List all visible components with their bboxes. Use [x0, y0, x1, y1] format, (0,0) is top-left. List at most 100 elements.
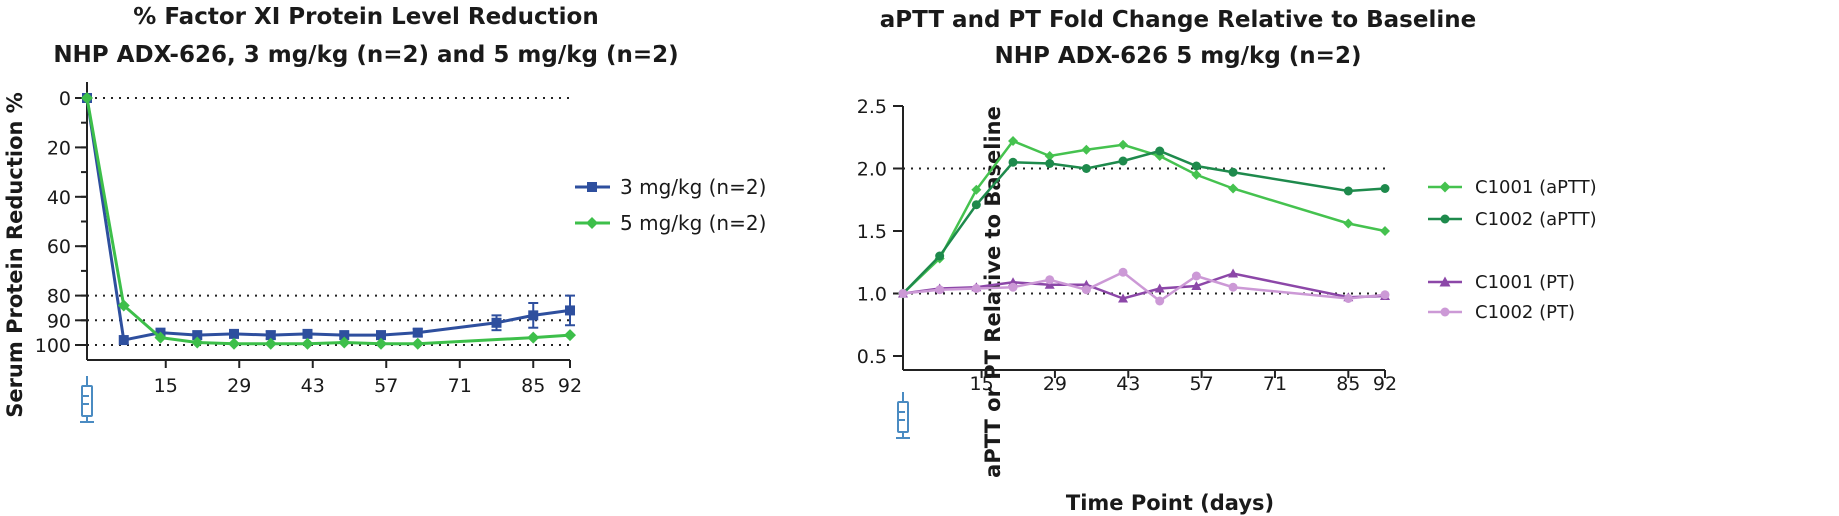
chart-left-ytick-label-1: 20: [47, 137, 71, 159]
chart-right-point-0: [1191, 169, 1202, 180]
chart-right-subtitle: NHP ADX-626 5 mg/kg (n=2): [995, 43, 1362, 69]
chart-left-legend-label-1: 5 mg/kg (n=2): [620, 211, 766, 235]
chart-left-title: % Factor XI Protein Level Reduction: [133, 4, 598, 30]
chart-right-xtick-label-5: 85: [1336, 373, 1360, 395]
chart-right-ytick-label-2: 1.5: [857, 221, 887, 243]
chart-left-legend-label-0: 3 mg/kg (n=2): [620, 175, 766, 199]
chart-left-xtick-label-3: 57: [374, 375, 398, 397]
chart-right-point-3: [1118, 267, 1128, 277]
chart-right-point-2: [1191, 281, 1202, 290]
chart-right-point-1: [1343, 186, 1353, 196]
chart-left-series-line-1: [85, 97, 571, 346]
chart-right-xtick-label-2: 43: [1116, 373, 1140, 395]
chart-right-point-1: [1008, 157, 1018, 167]
chart-left-xtick-label-6: 92: [558, 375, 582, 397]
chart-right-point-1: [1191, 161, 1201, 171]
chart-right-xtick-label-1: 29: [1043, 373, 1067, 395]
chart-right-ytick-label-3: 2.0: [857, 159, 887, 181]
chart-left-point-0: [302, 328, 313, 339]
chart-left-point-0: [339, 330, 350, 341]
chart-left-point-1: [301, 337, 314, 350]
chart-right-point-0: [1228, 183, 1239, 194]
chart-right-point-3: [1343, 294, 1353, 303]
chart-left-point-1: [117, 299, 130, 312]
chart-left-point-1: [527, 331, 540, 344]
chart-right-point-3: [1045, 275, 1055, 285]
chart-right-point-3: [898, 289, 908, 298]
chart-left-point-0: [412, 327, 423, 338]
chart-right-point-2: [1118, 293, 1129, 303]
chart-left-xtick-label-1: 29: [227, 375, 251, 397]
chart-left-ytick-label-4: 80: [47, 286, 71, 308]
chart-right-ytick-label-4: 2.5: [857, 96, 887, 118]
chart-right-xtick-label-3: 57: [1190, 373, 1214, 395]
chart-left-point-1: [228, 337, 240, 350]
chart-right-point-3: [1081, 285, 1091, 295]
chart-left-point-0: [528, 310, 539, 321]
chart-left-legend-marker-1: [586, 217, 598, 229]
chart-right-xtick-label-6: 92: [1373, 373, 1397, 395]
chart-right-series-line-1: [902, 149, 1386, 295]
chart-right-point-0: [1380, 226, 1390, 236]
chart-right: aPTT and PT Fold Change Relative to Base…: [857, 7, 1597, 515]
syringe-icon: [896, 392, 910, 439]
chart-right-point-0: [1081, 144, 1092, 155]
chart-left-point-1: [191, 336, 204, 349]
chart-left-ytick-label-3: 60: [47, 236, 71, 258]
chart-left-ytick-label-0: 0: [59, 88, 71, 110]
chart-right-legend-label-3: C1002 (PT): [1475, 302, 1575, 323]
chart-right-legend-marker-1: [1440, 214, 1450, 224]
chart-right-legend-label-1: C1002 (aPTT): [1475, 209, 1597, 230]
chart-left-xtick-label-5: 85: [521, 375, 545, 397]
chart-right-point-1: [1228, 167, 1238, 177]
chart-right-point-1: [1118, 156, 1128, 166]
chart-left-point-1: [411, 337, 424, 350]
chart-right-title: aPTT and PT Fold Change Relative to Base…: [880, 7, 1476, 33]
syringe-icon: [80, 376, 94, 423]
chart-right-legend-label-0: C1001 (aPTT): [1475, 177, 1597, 198]
chart-left-legend-marker-0: [587, 182, 597, 192]
chart-right-point-1: [1045, 159, 1055, 168]
chart-left-point-1: [375, 337, 387, 350]
chart-left-point-0: [118, 335, 129, 346]
chart-left-ytick-label-2: 40: [47, 187, 71, 209]
chart-right-point-3: [1008, 282, 1018, 292]
chart-left-point-1: [264, 337, 277, 350]
chart-left-xtick-label-2: 43: [301, 375, 325, 397]
chart-left: % Factor XI Protein Level Reduction NHP …: [3, 4, 766, 423]
chart-right-point-0: [1343, 218, 1354, 229]
chart-left-ylabel: Serum Protein Reduction %: [3, 92, 27, 418]
chart-left-point-1: [564, 329, 576, 342]
chart-right-point-1: [1155, 146, 1165, 156]
chart-right-ylabel: aPTT or PT Relative to Baseline: [981, 106, 1005, 478]
chart-right-point-1: [1081, 164, 1091, 173]
chart-left-ytick-label-6: 100: [35, 335, 71, 357]
chart-right-point-1: [1380, 184, 1390, 193]
chart-right-legend-marker-2: [1439, 276, 1451, 287]
chart-right-series-line-0: [902, 139, 1386, 295]
chart-left-point-0: [192, 330, 203, 341]
chart-left-point-1: [81, 92, 93, 104]
chart-left-point-0: [565, 305, 575, 316]
chart-right-point-3: [935, 285, 945, 295]
chart-right-point-0: [1118, 139, 1129, 150]
chart-right-point-3: [1191, 271, 1201, 281]
chart-left-xtick-label-4: 71: [448, 375, 472, 397]
chart-right-point-1: [971, 200, 981, 210]
chart-left-point-1: [154, 331, 167, 344]
chart-right-point-1: [935, 251, 945, 261]
chart-right-legend-marker-3: [1440, 307, 1450, 317]
chart-right-ytick-label-0: 0.5: [857, 346, 887, 368]
chart-right-ytick-label-1: 1.0: [857, 284, 887, 306]
chart-right-point-0: [971, 184, 982, 195]
chart-right-xtick-label-0: 15: [969, 373, 993, 395]
chart-left-point-0: [265, 330, 276, 341]
chart-right-xlabel: Time Point (days): [1066, 491, 1274, 515]
chart-right-point-2: [1228, 268, 1239, 278]
chart-left-point-0: [376, 330, 386, 341]
chart-right-point-3: [1380, 290, 1390, 300]
chart-right-series-line-3: [902, 270, 1386, 303]
chart-left-point-0: [229, 328, 239, 339]
chart-left-point-0: [491, 317, 502, 328]
